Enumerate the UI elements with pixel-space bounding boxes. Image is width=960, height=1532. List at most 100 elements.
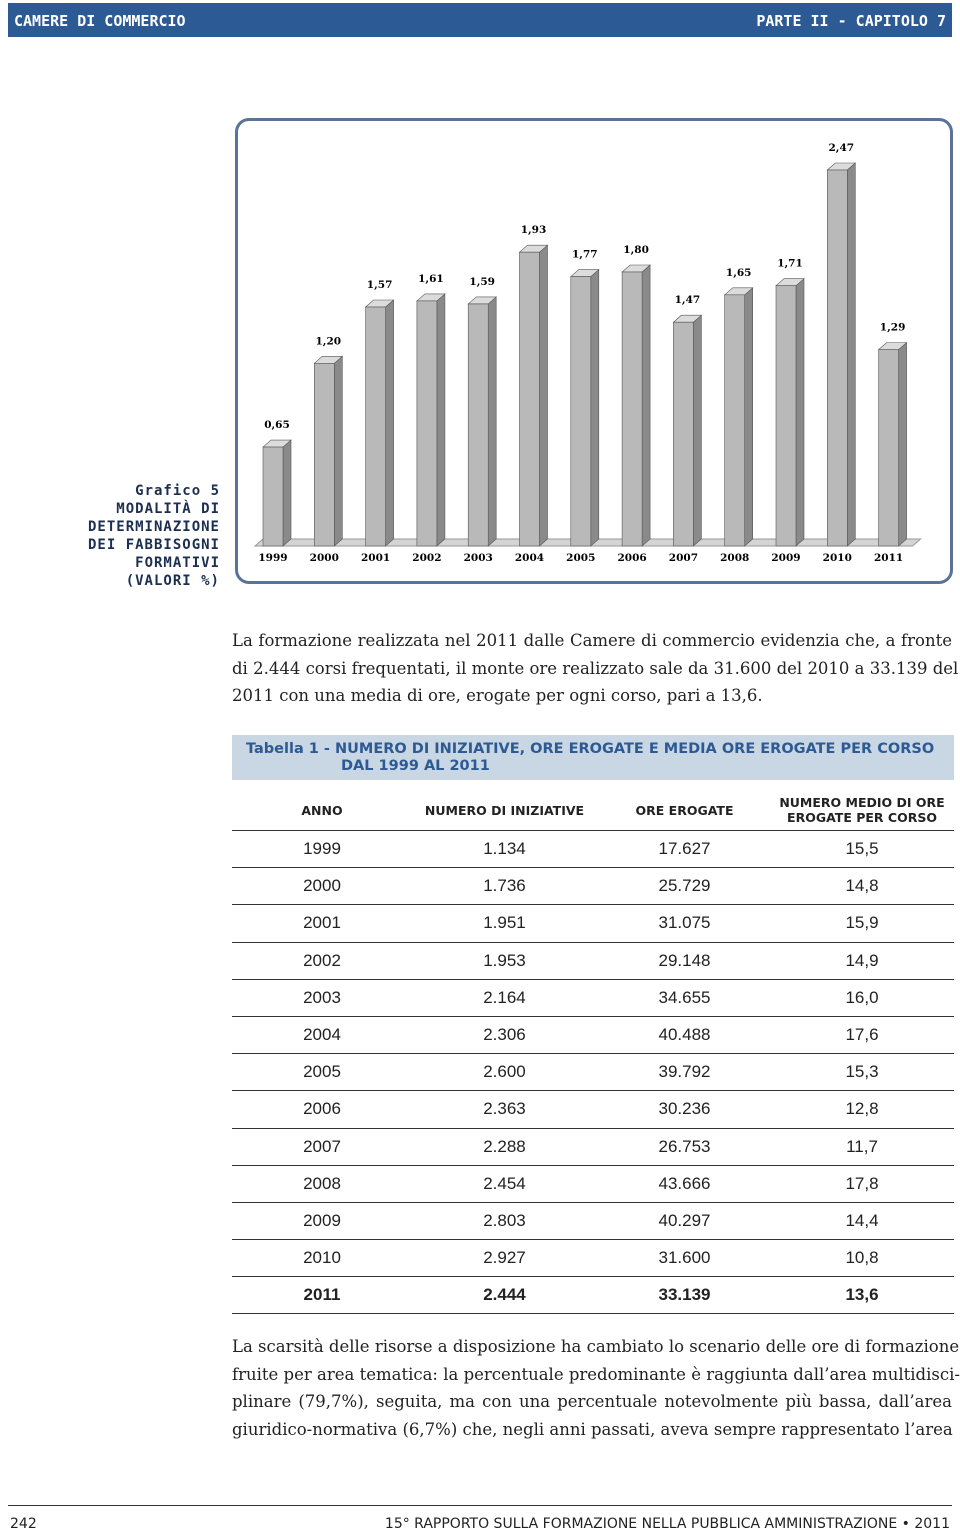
table-cell: 13,6 (845, 1285, 879, 1305)
x-tick-label: 2003 (464, 552, 493, 564)
table-cell: 2009 (303, 1210, 341, 1230)
bar (519, 251, 540, 547)
table-cell: 1.134 (483, 839, 526, 859)
table-cell: 2.927 (483, 1248, 526, 1268)
table-cell: 14,4 (845, 1210, 879, 1230)
value-label: 1,29 (880, 322, 906, 334)
table-cell: 2.363 (483, 1099, 526, 1119)
bar-side (590, 268, 600, 547)
table-cell: 14,9 (845, 950, 879, 970)
table-cell: 15,3 (845, 1062, 879, 1082)
x-tick-label: 2008 (720, 552, 749, 564)
bar-side (436, 293, 446, 547)
bar (365, 306, 386, 547)
caption-line: MODALITÀ DI (116, 501, 220, 517)
table-cell: 2.803 (483, 1210, 526, 1230)
table-cell: 39.792 (658, 1062, 711, 1082)
table-cell: 2.600 (483, 1062, 526, 1082)
x-tick-label: 2007 (669, 552, 698, 564)
column-header: NUMERO MEDIO DI ORE EROGATE PER CORSO (779, 795, 945, 825)
table-row: 2005 2.600 39.792 15,3 (232, 1054, 954, 1092)
value-label: 1,65 (726, 267, 752, 279)
header-left: CAMERE DI COMMERCIO (14, 12, 186, 30)
column-header: ORE EROGATE (635, 802, 734, 818)
column-header: ANNO (301, 802, 343, 818)
table-cell: 2008 (303, 1173, 341, 1193)
table-cell: 14,8 (845, 876, 879, 896)
table-row: 2007 2.288 26.753 11,7 (232, 1129, 954, 1166)
table-cell: 10,8 (845, 1248, 879, 1268)
paragraph: La formazione realizzata nel 2011 dalle … (232, 627, 959, 710)
table-cell: 33.139 (658, 1285, 711, 1305)
bar (878, 349, 899, 547)
table-row: 2000 1.736 25.729 14,8 (232, 868, 954, 906)
bar (416, 300, 438, 547)
bar (826, 169, 848, 547)
x-tick-label: 2005 (566, 552, 595, 564)
value-label: 0,65 (264, 419, 290, 431)
bar-side (487, 296, 497, 547)
footer-title: 15° RAPPORTO SULLA FORMAZIONE NELLA PUBB… (384, 1516, 950, 1532)
bar (724, 294, 746, 547)
table: ANNO NUMERO DI INIZIATIVE ORE EROGATE NUMER… (232, 790, 954, 1315)
table-cell: 11,7 (846, 1136, 878, 1156)
table-cell: 2002 (303, 950, 341, 970)
value-label: 1,57 (367, 279, 393, 291)
table-cell: 25.729 (658, 876, 711, 896)
text-line: 2011 con una media di ore, erogate per o… (232, 686, 763, 705)
bar-side (898, 341, 907, 547)
table-row: 2010 2.927 31.600 10,8 (232, 1240, 954, 1278)
table-cell: 2.288 (483, 1136, 526, 1156)
paragraph: La scarsità delle risorse a disposizione… (232, 1333, 960, 1443)
table-cell: 16,0 (845, 987, 879, 1007)
caption-line: FORMATIVI (135, 555, 220, 571)
table-row: 2002 1.953 29.148 14,9 (232, 943, 954, 980)
table-cell: 2007 (303, 1136, 341, 1156)
bar (262, 446, 284, 547)
x-tick-label: 2010 (823, 552, 852, 564)
figure-caption: Grafico 5 MODALITÀ DI DETERMINAZIONE DEI FA… (20, 482, 220, 590)
table-cell: 17.627 (658, 839, 711, 859)
bar (314, 363, 335, 547)
x-tick-label: 2002 (412, 552, 441, 564)
table-cell: 12,8 (845, 1099, 879, 1119)
x-tick-label: 2001 (361, 552, 390, 564)
value-label: 1,20 (316, 335, 342, 347)
table-row: 2001 1.951 31.075 15,9 (232, 905, 954, 943)
bar-side (641, 264, 651, 547)
footer: 242 15° RAPPORTO SULLA FORMAZIONE NELLA … (8, 1505, 952, 1532)
value-label: 1,77 (572, 249, 598, 261)
caption-line: Grafico 5 (135, 483, 220, 499)
table-row: 2009 2.803 40.297 14,4 (232, 1203, 954, 1241)
table-cell: 15,9 (845, 913, 879, 933)
x-tick-label: 2000 (310, 552, 339, 564)
text-line: giuridico-normativa (6,7%) che, negli an… (232, 1419, 953, 1439)
table-cell: 40.297 (658, 1210, 711, 1230)
bar-side (282, 439, 292, 547)
table-cell: 30.236 (658, 1099, 711, 1119)
text-line: La scarsità delle risorse a disposizione… (232, 1337, 960, 1356)
table-cell: 2011 (303, 1285, 341, 1305)
table-cell: 2005 (303, 1062, 341, 1082)
table-cell: 31.600 (658, 1248, 711, 1268)
value-label: 1,71 (777, 258, 803, 270)
table-cell: 2.306 (483, 1025, 526, 1045)
x-tick-label: 2011 (874, 552, 903, 564)
table-title: Tabella 1 - NUMERO DI INIZIATIVE, ORE ER… (232, 735, 954, 780)
caption-line: DETERMINAZIONE (87, 519, 220, 535)
text-line: di 2.444 corsi frequentati, il monte ore… (232, 658, 959, 678)
caption-line: (VALORI %) (125, 573, 220, 589)
x-tick-label: 2004 (515, 552, 544, 564)
bar-side (795, 278, 805, 547)
x-tick-label: 2006 (617, 552, 646, 564)
x-tick-label: 2009 (771, 552, 800, 564)
bar (775, 285, 797, 547)
table-cell: 40.488 (658, 1025, 711, 1045)
table-cell: 2010 (303, 1248, 341, 1268)
title-line: Tabella 1 - NUMERO DI INIZIATIVE, ORE ER… (246, 741, 935, 757)
bar-side (385, 299, 394, 547)
header-right: PARTE II - CAPITOLO 7 (756, 12, 946, 30)
table-row: 2003 2.164 34.655 16,0 (232, 980, 954, 1017)
table-row: 1999 1.134 17.627 15,5 (232, 831, 954, 869)
value-label: 1,59 (469, 276, 495, 288)
